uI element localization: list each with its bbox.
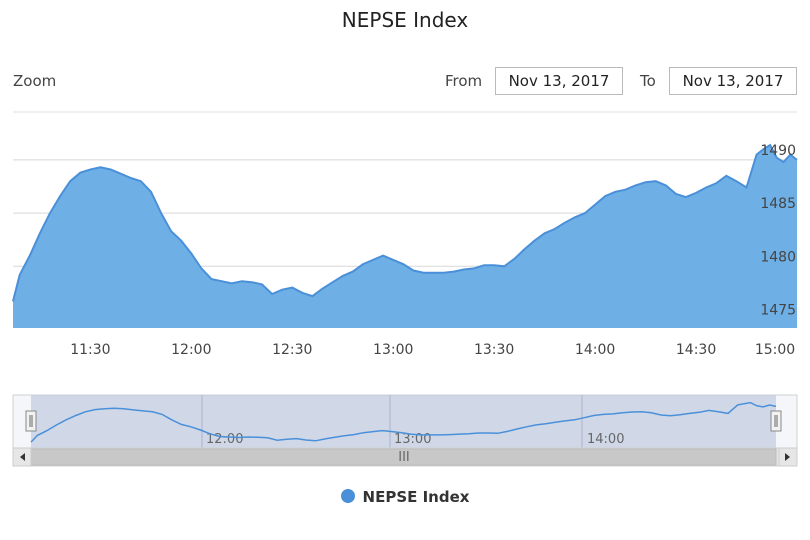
to-date-input[interactable]: Nov 13, 2017 (669, 67, 797, 95)
y-axis: 1475 1480 1485 1490 (760, 143, 796, 319)
legend-label: NEPSE Index (362, 488, 470, 506)
zoom-label: Zoom (13, 72, 57, 90)
x-tick-label: 13:00 (373, 342, 413, 358)
navigator-handle[interactable] (25, 410, 37, 432)
x-tick-label: 13:30 (474, 342, 514, 358)
y-tick-label: 1480 (760, 249, 796, 265)
chart-canvas: 1475 1480 1485 1490 11:30 12:00 12:30 13:00 13:… (12, 111, 798, 467)
navigator-series-line (30, 401, 777, 443)
from-date-input[interactable]: Nov 13, 2017 (495, 67, 623, 95)
navigator-handle[interactable] (770, 410, 782, 432)
navigator-selection[interactable] (31, 395, 776, 448)
x-tick-label: 12:30 (272, 342, 312, 358)
x-tick-label: 12:00 (171, 342, 211, 358)
scroll-right-icon (785, 453, 790, 461)
series-area-nepse-index (13, 145, 797, 328)
x-tick-label: 14:30 (676, 342, 716, 358)
x-tick-label: 15:00 (755, 342, 795, 358)
y-tick-label: 1485 (760, 196, 796, 212)
navigator-tick-label: 14:00 (587, 432, 624, 447)
x-tick-label: 14:00 (575, 342, 615, 358)
plot-area (12, 143, 798, 328)
to-label: To (640, 72, 656, 90)
scroll-left-icon (20, 453, 25, 461)
navigator-tick-label: 13:00 (394, 432, 431, 447)
x-tick-label: 11:30 (70, 342, 110, 358)
y-tick-label: 1490 (760, 143, 796, 159)
legend-marker (340, 489, 355, 503)
legend-item-nepse[interactable]: NEPSE Index (0, 488, 810, 506)
y-tick-label: 1475 (760, 302, 796, 318)
scrollbar-grip-icon: III (398, 450, 410, 465)
from-label: From (445, 72, 483, 90)
x-axis: 11:30 12:00 12:30 13:00 13:30 14:00 14:30 15:00 (70, 342, 795, 358)
chart-title: NEPSE Index (341, 8, 469, 32)
